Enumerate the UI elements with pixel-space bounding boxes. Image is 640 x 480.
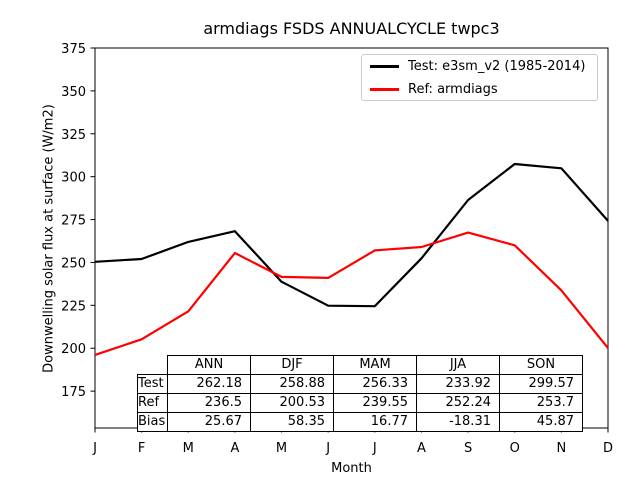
- x-tick-label: D: [603, 441, 613, 456]
- stats-value-cell: -18.31: [416, 412, 500, 432]
- x-tick-label: M: [276, 441, 287, 456]
- stats-value-cell: 25.67: [167, 412, 251, 432]
- stats-col-header: MAM: [333, 355, 417, 375]
- x-tick-label: O: [510, 441, 520, 456]
- x-tick-label: M: [183, 441, 194, 456]
- stats-blank-cell: [138, 356, 168, 375]
- y-tick-label: 350: [61, 85, 86, 100]
- stats-value-cell: 45.87: [499, 412, 583, 432]
- chart-title: armdiags FSDS ANNUALCYCLE twpc3: [203, 19, 500, 38]
- x-tick-label: S: [464, 441, 472, 456]
- x-tick-label: F: [138, 441, 145, 456]
- stats-row-label: Bias: [137, 412, 168, 432]
- stats-value-cell: 252.24: [416, 393, 500, 413]
- legend-item-test: Test: e3sm_v2 (1985-2014): [362, 58, 597, 74]
- stats-col-header: SON: [499, 355, 583, 375]
- legend-item-ref: Ref: armdiags: [362, 81, 597, 97]
- y-tick-label: 275: [61, 214, 86, 229]
- y-tick-label: 375: [61, 42, 86, 57]
- x-tick-label: J: [92, 441, 97, 456]
- x-tick-label: A: [417, 441, 426, 456]
- stats-header-row: ANN DJF MAM JJA SON: [138, 355, 583, 375]
- stats-value-cell: 258.88: [250, 374, 334, 394]
- stats-value-cell: 239.55: [333, 393, 417, 413]
- stats-col-header: ANN: [167, 355, 251, 375]
- y-tick-label: 200: [61, 342, 86, 357]
- y-tick-label: 300: [61, 171, 86, 186]
- stats-value-cell: 200.53: [250, 393, 334, 413]
- legend: Test: e3sm_v2 (1985-2014) Ref: armdiags: [361, 54, 598, 101]
- stats-col-header: DJF: [250, 355, 334, 375]
- y-tick-label: 250: [61, 256, 86, 271]
- stats-value-cell: 233.92: [416, 374, 500, 394]
- stats-value-cell: 236.5: [167, 393, 251, 413]
- stats-value-cell: 262.18: [167, 374, 251, 394]
- stats-table: ANN DJF MAM JJA SON Test 262.18 258.88 256.33 233…: [137, 355, 583, 432]
- stats-value-cell: 58.35: [250, 412, 334, 432]
- test-line-swatch: [370, 64, 399, 68]
- y-tick-label: 225: [61, 299, 86, 314]
- stats-value-cell: 253.7: [499, 393, 583, 413]
- y-tick-label: 325: [61, 128, 86, 143]
- stats-row-label: Test: [137, 374, 168, 394]
- stats-col-header: JJA: [416, 355, 500, 375]
- y-axis-label: Downwelling solar flux at surface (W/m2): [41, 104, 57, 373]
- x-axis-label: Month: [331, 461, 372, 476]
- x-tick-label: J: [372, 441, 377, 456]
- test-series-line: [94, 162, 609, 308]
- stats-value-cell: 299.57: [499, 374, 583, 394]
- ref-line-swatch: [370, 87, 399, 91]
- legend-label-ref: Ref: armdiags: [408, 81, 498, 97]
- stats-row-bias: Bias 25.67 58.35 16.77 -18.31 45.87: [137, 412, 583, 432]
- x-tick-label: A: [230, 441, 239, 456]
- x-tick-label: N: [556, 441, 566, 456]
- y-tick-label: 175: [61, 385, 86, 400]
- ref-series-line: [94, 231, 609, 356]
- stats-value-cell: 256.33: [333, 374, 417, 394]
- legend-label-test: Test: e3sm_v2 (1985-2014): [408, 58, 586, 74]
- stats-row-ref: Ref 236.5 200.53 239.55 252.24 253.7: [137, 393, 583, 413]
- stats-value-cell: 16.77: [333, 412, 417, 432]
- x-tick-label: J: [325, 441, 330, 456]
- stats-row-label: Ref: [137, 393, 168, 413]
- stats-row-test: Test 262.18 258.88 256.33 233.92 299.57: [137, 374, 583, 394]
